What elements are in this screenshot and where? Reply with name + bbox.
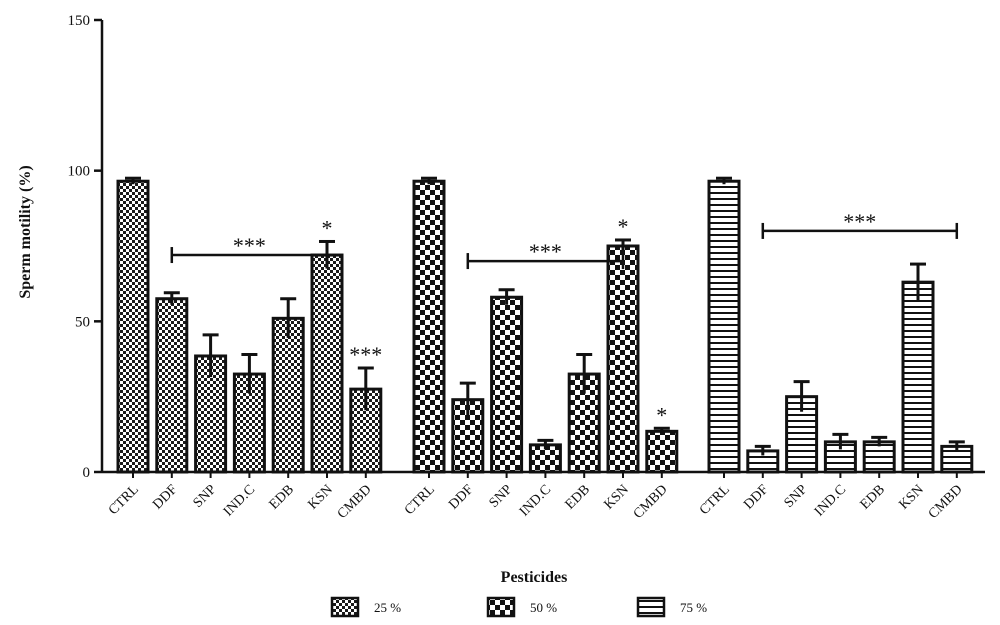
x-tick-label: KSN — [305, 482, 335, 512]
y-tick-label: 0 — [83, 465, 91, 481]
bar — [116, 179, 150, 474]
bar — [271, 316, 305, 474]
legend-label: 25 % — [374, 600, 401, 615]
x-tick-label: KSN — [896, 482, 926, 512]
bar-group: CTRL DDF SNP IND.C EDB KSN CMBD — [106, 176, 383, 522]
legend: 25 % 50 % 75 % — [330, 596, 707, 618]
significance-annotations: *************** — [170, 209, 959, 427]
bar — [490, 295, 524, 474]
legend-swatch — [486, 596, 516, 618]
bar — [310, 253, 344, 474]
significance-stars: *** — [529, 239, 562, 264]
bar — [901, 280, 935, 474]
x-tick-label: DDF — [446, 482, 477, 513]
x-tick-label: CTRL — [697, 482, 733, 518]
significance-stars: *** — [233, 233, 266, 258]
bar — [155, 297, 189, 474]
bar — [412, 179, 446, 474]
x-tick-label: CTRL — [106, 482, 142, 518]
y-tick-label: 100 — [68, 164, 91, 180]
y-axis: 0 50 100 150 — [68, 13, 104, 481]
legend-item: 25 % — [330, 596, 401, 618]
x-tick-label: CMBD — [926, 482, 966, 522]
legend-swatch — [330, 596, 360, 618]
x-tick-label: CMBD — [335, 482, 375, 522]
y-tick-label: 50 — [75, 314, 90, 330]
x-tick-label: IND.C — [517, 482, 554, 519]
x-tick-label: DDF — [741, 482, 772, 513]
bar — [606, 244, 640, 474]
x-tick-label: DDF — [150, 482, 181, 513]
significance-stars: *** — [349, 342, 382, 367]
legend-item: 50 % — [486, 596, 557, 618]
x-tick-label: EDB — [858, 482, 888, 512]
x-tick-label: KSN — [601, 482, 631, 512]
legend-label: 75 % — [680, 600, 707, 615]
x-tick-label: CTRL — [402, 482, 438, 518]
x-tick-label: SNP — [487, 482, 516, 511]
x-tick-label: SNP — [782, 482, 811, 511]
significance-stars: * — [322, 215, 333, 240]
x-axis-title: Pesticides — [501, 569, 568, 586]
bar-group: CTRL DDF SNP IND.C EDB KSN CMBD — [402, 176, 679, 522]
x-tick-label: EDB — [563, 482, 593, 512]
x-tick-label: IND.C — [221, 482, 258, 519]
legend-swatch — [636, 596, 666, 618]
legend-label: 50 % — [530, 600, 557, 615]
legend-item: 75 % — [636, 596, 707, 618]
y-tick-label: 150 — [68, 13, 91, 29]
bar — [645, 429, 679, 474]
bar — [707, 179, 741, 474]
x-tick-label: EDB — [267, 482, 297, 512]
x-tick-label: SNP — [191, 482, 220, 511]
significance-stars: *** — [843, 209, 876, 234]
x-tick-label: IND.C — [812, 482, 849, 519]
x-tick-label: CMBD — [631, 482, 671, 522]
significance-stars: * — [618, 214, 629, 239]
significance-stars: * — [656, 402, 667, 427]
y-axis-title: Sperm motility (%) — [17, 165, 34, 298]
